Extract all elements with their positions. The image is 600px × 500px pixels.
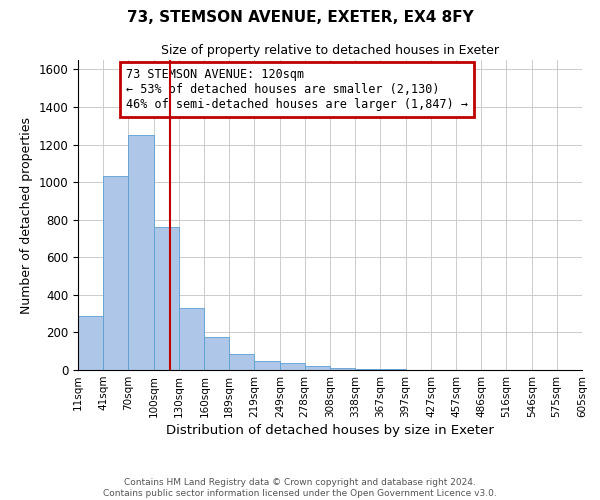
X-axis label: Distribution of detached houses by size in Exeter: Distribution of detached houses by size … xyxy=(166,424,494,437)
Bar xyxy=(179,308,205,370)
Bar xyxy=(229,354,254,370)
Text: 73, STEMSON AVENUE, EXETER, EX4 8FY: 73, STEMSON AVENUE, EXETER, EX4 8FY xyxy=(127,10,473,25)
Bar xyxy=(355,369,380,370)
Bar xyxy=(154,227,179,370)
Bar xyxy=(305,366,330,370)
Bar xyxy=(103,176,128,370)
Bar xyxy=(254,360,280,370)
Bar xyxy=(280,364,305,370)
Bar xyxy=(128,135,154,370)
Text: 73 STEMSON AVENUE: 120sqm
← 53% of detached houses are smaller (2,130)
46% of se: 73 STEMSON AVENUE: 120sqm ← 53% of detac… xyxy=(126,68,468,111)
Y-axis label: Number of detached properties: Number of detached properties xyxy=(20,116,33,314)
Bar xyxy=(205,337,229,370)
Bar xyxy=(78,316,103,370)
Title: Size of property relative to detached houses in Exeter: Size of property relative to detached ho… xyxy=(161,44,499,58)
Text: Contains HM Land Registry data © Crown copyright and database right 2024.
Contai: Contains HM Land Registry data © Crown c… xyxy=(103,478,497,498)
Bar xyxy=(330,368,355,370)
